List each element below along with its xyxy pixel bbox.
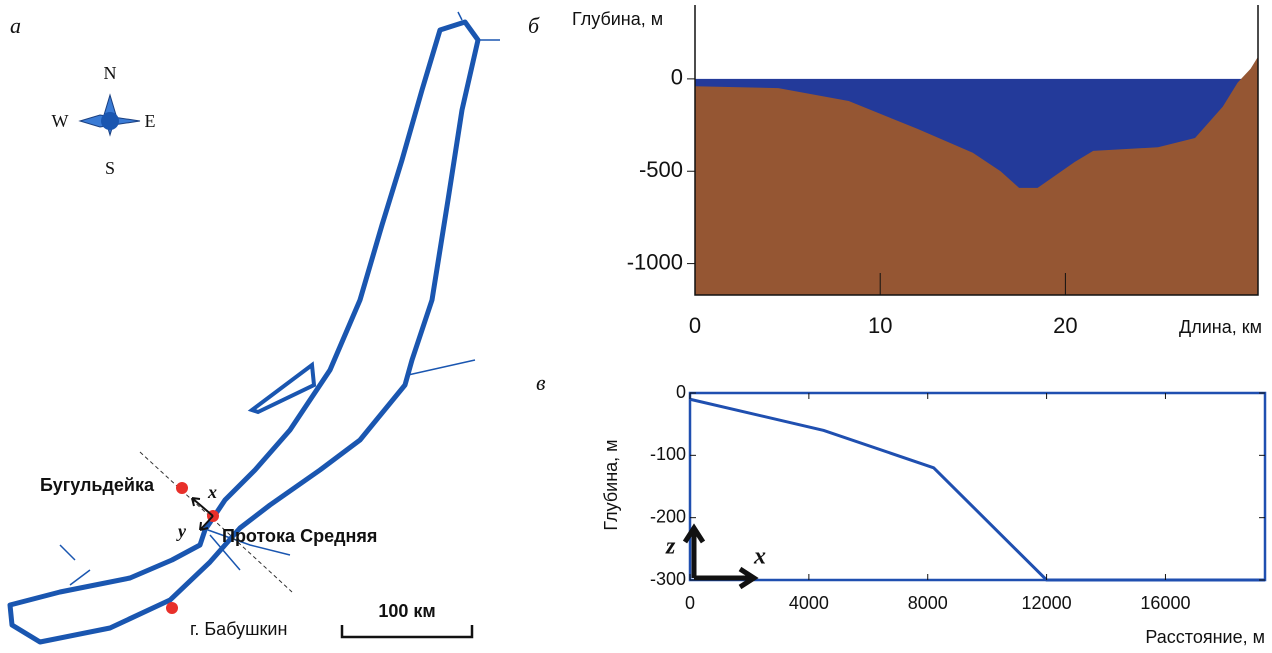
map: x y Бугульдейка Протока Средняя г. Бабуш… <box>10 12 500 642</box>
y-tick-label: -300 <box>650 569 686 589</box>
y-tick-label: -500 <box>639 157 683 182</box>
model-section-chart: 0 -100 -200 -300 0 4000 8000 12000 16000 Глубина,… <box>601 382 1265 647</box>
compass-label: N <box>104 63 117 83</box>
place-label: Протока Средняя <box>222 526 377 546</box>
x-tick-label: 8000 <box>908 593 948 613</box>
axis-label: x <box>207 482 217 502</box>
scale-label: 100 км <box>378 601 435 621</box>
compass-label: W <box>52 111 69 131</box>
y-tick-label: -100 <box>650 444 686 464</box>
profile-line <box>690 399 1265 580</box>
y-tick-label: -1000 <box>627 249 683 274</box>
lake-outline <box>10 22 478 642</box>
x-tick-label: 12000 <box>1022 593 1072 613</box>
axis-frame <box>690 393 1265 580</box>
y-tick-label: -200 <box>650 506 686 526</box>
site <box>166 602 178 614</box>
depth-profile-chart: 0 -500 -1000 0 10 20 Глубина, м Длина, км <box>572 5 1262 338</box>
x-tick-label: 10 <box>868 313 892 338</box>
arrow-label: x <box>753 544 766 570</box>
place-label: Бугульдейка <box>40 475 155 495</box>
x-tick-label: 16000 <box>1140 593 1190 613</box>
axis-label: y <box>176 521 187 541</box>
panel-label: в <box>536 370 546 395</box>
axis-arrows <box>685 528 754 587</box>
y-tick-label: 0 <box>671 65 683 90</box>
panel-label: б <box>528 13 540 38</box>
compass: N S W E <box>52 63 156 178</box>
y-axis-label: Глубина, м <box>572 9 663 29</box>
compass-label: S <box>105 158 115 178</box>
place-label: г. Бабушкин <box>190 619 287 639</box>
scale-bar <box>342 625 472 637</box>
compass-label: E <box>145 111 156 131</box>
x-tick-label: 0 <box>685 593 695 613</box>
arrow-label: z <box>665 534 676 560</box>
x-axis-label: Расстояние, м <box>1145 627 1265 647</box>
x-axis-label: Длина, км <box>1179 317 1262 337</box>
figure: x y Бугульдейка Протока Средняя г. Бабуш… <box>0 0 1272 653</box>
section-line <box>140 452 292 592</box>
panel-label: а <box>10 13 21 38</box>
y-axis-label: Глубина, м <box>601 439 621 530</box>
x-tick-label: 0 <box>689 313 701 338</box>
site <box>176 482 188 494</box>
y-tick-label: 0 <box>676 382 686 402</box>
x-tick-label: 4000 <box>789 593 829 613</box>
x-tick-label: 20 <box>1053 313 1077 338</box>
